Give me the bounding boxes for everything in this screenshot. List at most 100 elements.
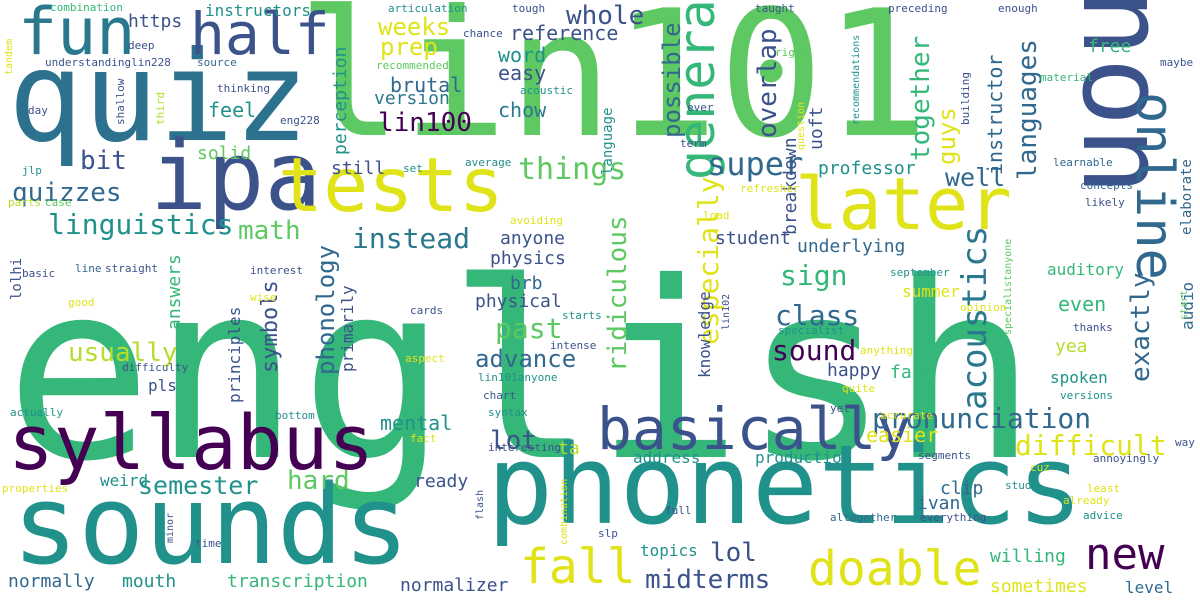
word-midterms: midterms: [645, 565, 771, 595]
word-yet: yet: [830, 402, 850, 415]
word-student: student: [715, 228, 791, 249]
word-lolhi: lolhi: [9, 257, 25, 300]
word-things: things: [518, 152, 627, 187]
word-class: class: [775, 299, 860, 332]
word-combination: combination: [50, 1, 123, 14]
word-actually: actually: [10, 406, 63, 419]
word-intense: intense: [550, 339, 597, 352]
word-ridiculous: ridiculous: [603, 215, 633, 372]
word-solid: solid: [197, 143, 252, 164]
word-september: september: [890, 266, 950, 279]
word-time: time: [195, 537, 222, 550]
word-start: start: [1179, 289, 1190, 320]
word-mouth: mouth: [122, 571, 177, 592]
word-study: study: [1005, 479, 1039, 492]
word-eng228: eng228: [280, 114, 320, 127]
word-full: full: [665, 504, 692, 517]
word-willing: willing: [990, 546, 1066, 567]
word-material: material: [1040, 71, 1093, 84]
word-enough: enough: [998, 2, 1038, 15]
word-jlp: jlp: [22, 164, 42, 177]
word-overlap: overlap: [753, 28, 783, 138]
word-annoyingly: annoyingly: [1093, 452, 1160, 465]
word-ta: ta: [558, 438, 580, 459]
word-free: free: [1088, 36, 1132, 57]
word-line: line: [75, 262, 102, 275]
word-mental: mental: [380, 411, 453, 435]
word-elaborate: elaborate: [1179, 159, 1195, 235]
word-lin101anyone: lin101anyone: [478, 371, 558, 384]
word-source: source: [197, 56, 237, 69]
word-together: together: [906, 35, 936, 161]
word-flash: flash: [475, 489, 486, 520]
word-version: version: [374, 88, 450, 109]
word-languages: languages: [1013, 39, 1043, 180]
word-prep: prep: [380, 33, 438, 61]
word-minor: minor: [165, 512, 176, 543]
word-easy: easy: [498, 61, 547, 85]
word-uoft: uoft: [806, 106, 827, 150]
word-half: half: [190, 0, 330, 68]
word-difficulty: difficulty: [122, 361, 189, 374]
word-preceding: preceding: [888, 2, 948, 15]
word-recommendations: recommendations: [851, 34, 862, 125]
word-maybe: maybe: [1160, 56, 1194, 69]
word-accurate: accurate: [880, 409, 933, 422]
word-lin101: lin101: [297, 0, 930, 177]
word-clip: clip: [940, 478, 984, 499]
word-sign: sign: [780, 259, 848, 292]
word-level: level: [1125, 578, 1174, 597]
word-whole: whole: [566, 1, 645, 31]
word-articulation: articulation: [388, 2, 468, 15]
word-chow: chow: [498, 98, 547, 122]
word-taught: taught: [755, 2, 795, 15]
word-phonetics: phonetics: [487, 421, 1084, 549]
word-spoken: spoken: [1050, 368, 1108, 387]
word-happy: happy: [827, 360, 882, 381]
word-knowledge: knowledge: [695, 291, 714, 378]
word-shallow: shallow: [114, 78, 127, 125]
word-slp: slp: [598, 527, 618, 540]
word-bottom: bottom: [275, 409, 315, 422]
word-weird: weird: [100, 471, 149, 490]
word-lol: lol: [710, 538, 757, 568]
word-super: super: [707, 145, 804, 183]
word-syntax: syntax: [488, 406, 528, 419]
word-already: already: [1063, 494, 1110, 507]
word-parts: parts: [8, 196, 42, 209]
word-basically: basically: [597, 395, 912, 463]
word-far: far: [890, 362, 923, 383]
word-concepts: concepts: [1080, 179, 1133, 192]
word-interest: interest: [250, 264, 303, 277]
word-learnable: learnable: [1053, 156, 1113, 169]
word-tough: tough: [512, 2, 546, 15]
word-way: way: [1175, 436, 1195, 449]
word-pls: pls: [148, 376, 177, 395]
word-sounds: sounds: [12, 461, 410, 589]
word-new: new: [1085, 529, 1165, 580]
word-possible: possible: [658, 22, 686, 138]
word-physics: physics: [490, 248, 566, 269]
word-acoustic: acoustic: [520, 84, 573, 97]
word-versions: versions: [1060, 389, 1113, 402]
word-underlying: underlying: [797, 236, 906, 257]
word-basic: basic: [22, 267, 56, 280]
word-quiz: quiz: [8, 25, 310, 170]
word-building: building: [959, 72, 972, 125]
word-right: right: [775, 46, 809, 59]
word-physical: physical: [475, 291, 562, 312]
word-ivan: ivan: [917, 493, 961, 514]
word-good: good: [68, 296, 95, 309]
word-doable: doable: [808, 541, 982, 597]
word-starts: starts: [562, 309, 602, 322]
word-thanks: thanks: [1073, 321, 1113, 334]
word-understandinglin228: understandinglin228: [45, 56, 171, 69]
word-deep: deep: [128, 39, 155, 52]
word-weeks: weeks: [378, 13, 451, 41]
word-quizzes: quizzes: [12, 178, 122, 208]
word-average: average: [465, 156, 512, 169]
word-opinion: opinion: [960, 301, 1007, 314]
word-transcription: transcription: [227, 571, 368, 592]
word-https: https: [128, 11, 183, 32]
